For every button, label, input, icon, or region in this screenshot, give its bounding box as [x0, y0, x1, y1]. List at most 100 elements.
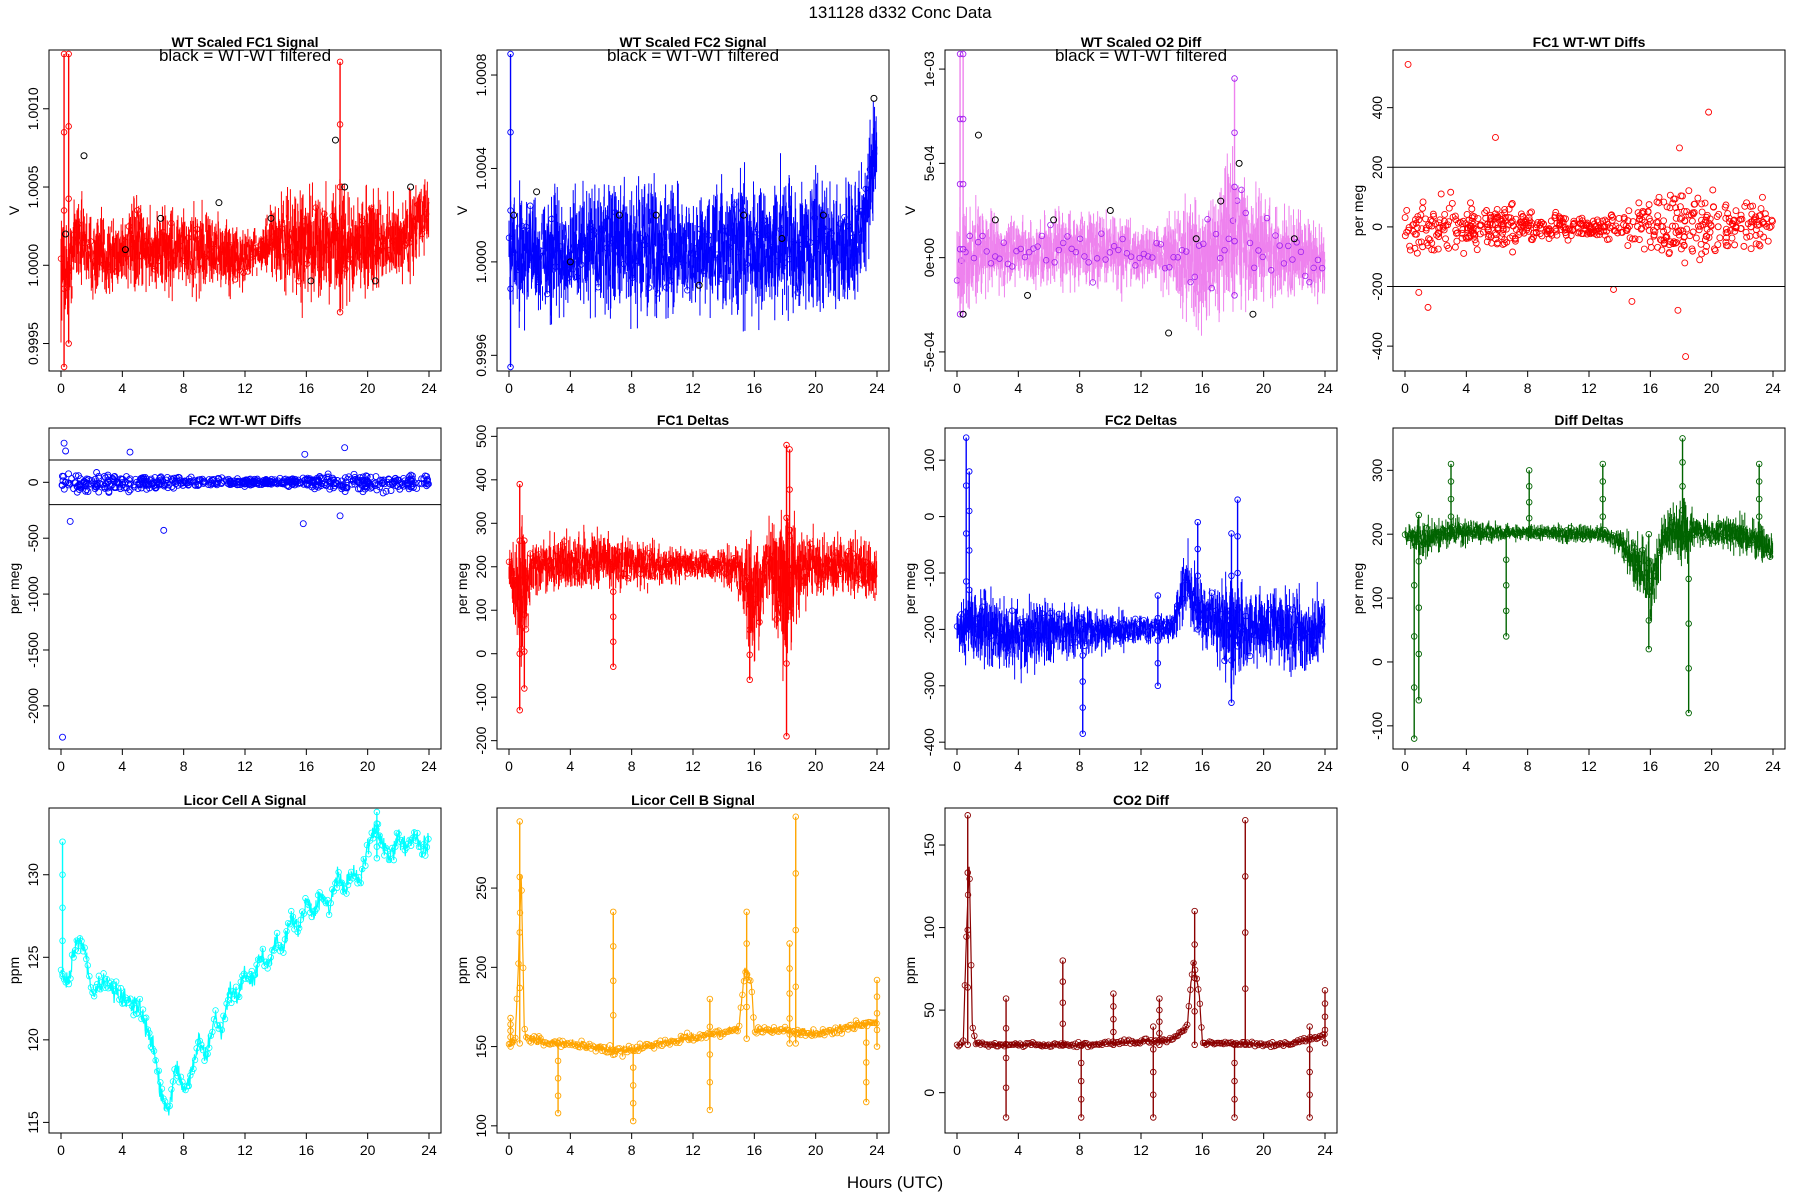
series-point: [214, 258, 222, 265]
series-point: [185, 234, 192, 241]
scatter-point: [358, 476, 366, 484]
scatter-point: [1768, 216, 1776, 224]
scatter-point: [125, 488, 133, 496]
filtered-point: [870, 94, 878, 102]
scatter-point: [1517, 223, 1525, 231]
series-point: [104, 263, 111, 271]
series-point: [418, 230, 426, 238]
scatter-point: [116, 483, 124, 491]
scatter-point: [93, 480, 101, 487]
scatter-point: [1485, 226, 1492, 234]
series-point: [769, 243, 776, 251]
series-point: [1229, 217, 1237, 224]
scatter-point: [341, 474, 349, 482]
y-tick-label: 0: [1369, 223, 1385, 231]
series-point: [316, 265, 324, 273]
filtered-point: [1024, 291, 1032, 299]
scatter-point: [1701, 236, 1709, 244]
scatter-point: [1405, 224, 1413, 231]
y-tick-label: 1e-03: [921, 51, 937, 87]
scatter-point: [1746, 232, 1754, 240]
series-point: [253, 244, 260, 251]
series-point: [1284, 242, 1292, 250]
series-point: [278, 225, 285, 232]
series-point: [979, 232, 986, 240]
series-point: [87, 238, 94, 245]
scatter-point: [1574, 229, 1582, 237]
scatter-point: [1620, 221, 1627, 229]
scatter-point: [331, 482, 339, 490]
series-point: [739, 207, 746, 214]
spike-point: [507, 50, 514, 58]
filtered-point: [62, 230, 70, 238]
scatter-point: [93, 469, 101, 476]
series-point: [544, 290, 551, 298]
scatter-point: [240, 478, 248, 486]
x-tick-label: 24: [1765, 380, 1781, 396]
outlier-point: [1415, 289, 1423, 296]
scatter-point: [91, 483, 99, 491]
spike-point: [65, 123, 72, 130]
scatter-point: [1697, 222, 1704, 230]
scatter-point: [1501, 213, 1509, 221]
series-point: [1306, 278, 1313, 286]
scatter-point: [1559, 218, 1567, 226]
series-point: [1132, 262, 1139, 269]
panel-note: black = WT-WT filtered: [159, 46, 331, 65]
series-point: [1055, 246, 1063, 254]
scatter-point: [1444, 221, 1452, 229]
series-point: [616, 250, 623, 257]
series-point: [970, 254, 978, 262]
series-point: [790, 238, 797, 245]
scatter-point: [248, 480, 256, 488]
scatter-point: [169, 476, 177, 484]
scatter-point: [1453, 237, 1461, 245]
scatter-point: [1494, 239, 1502, 247]
scatter-point: [1655, 199, 1663, 207]
series-point: [1187, 278, 1194, 286]
scatter-point: [242, 476, 250, 484]
scatter-point: [1468, 205, 1476, 213]
scatter-point: [1698, 250, 1706, 258]
scatter-point: [1752, 213, 1760, 221]
spike-point: [65, 50, 72, 58]
series-point: [1212, 230, 1220, 238]
scatter-point: [262, 478, 270, 486]
x-tick-label: 16: [299, 380, 315, 396]
series-point: [662, 284, 670, 291]
spike-point: [1231, 292, 1238, 299]
series-point: [1178, 246, 1186, 254]
scatter-point: [1692, 234, 1700, 242]
series-point: [1021, 253, 1029, 261]
scatter-point: [413, 484, 421, 492]
scatter-point: [1646, 217, 1654, 225]
scatter-point: [1764, 237, 1772, 245]
filtered-point: [1249, 310, 1257, 318]
scatter-point: [1747, 245, 1755, 253]
panel-frame: [48, 49, 442, 372]
scatter-point: [1724, 228, 1731, 236]
scatter-point: [194, 482, 202, 490]
scatter-point: [1755, 221, 1763, 229]
scatter-point: [110, 473, 118, 481]
x-tick-label: 20: [808, 380, 824, 396]
series-point: [66, 265, 73, 272]
y-tick-label: 1.0010: [25, 87, 41, 130]
scatter-point: [1437, 190, 1445, 198]
series-line-1: [60, 197, 430, 282]
scatter-point: [1419, 204, 1427, 212]
scatter-point: [329, 480, 337, 488]
scatter-point: [82, 487, 90, 495]
series-point: [688, 249, 695, 257]
scatter-point: [1644, 208, 1652, 216]
scatter-point: [1426, 236, 1434, 244]
y-axis-label: per meg: [6, 563, 22, 614]
series-point: [138, 253, 145, 260]
scatter-point: [1759, 193, 1766, 201]
scatter-point: [1728, 234, 1736, 242]
series-point: [1200, 240, 1207, 248]
series-point: [274, 243, 281, 250]
y-tick-label: 1.0008: [473, 53, 489, 96]
scatter-point: [76, 484, 84, 492]
series-point: [590, 227, 598, 234]
